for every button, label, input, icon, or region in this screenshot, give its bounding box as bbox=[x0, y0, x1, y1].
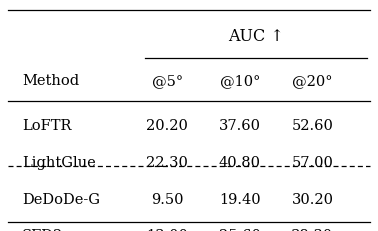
Text: 22.30: 22.30 bbox=[146, 155, 188, 169]
Text: 57.00: 57.00 bbox=[291, 155, 333, 169]
Text: 30.20: 30.20 bbox=[291, 192, 333, 206]
Text: 37.60: 37.60 bbox=[219, 119, 261, 132]
Text: SFD2: SFD2 bbox=[22, 228, 64, 231]
Text: @10°: @10° bbox=[220, 74, 260, 88]
Text: AUC ↑: AUC ↑ bbox=[228, 28, 284, 45]
Text: 38.30: 38.30 bbox=[291, 228, 333, 231]
Text: LightGlue: LightGlue bbox=[22, 155, 96, 169]
Text: 19.40: 19.40 bbox=[219, 192, 260, 206]
Text: 52.60: 52.60 bbox=[291, 119, 333, 132]
Text: 40.80: 40.80 bbox=[219, 155, 261, 169]
Text: @5°: @5° bbox=[152, 74, 183, 88]
Text: LoFTR: LoFTR bbox=[22, 119, 71, 132]
Text: 9.50: 9.50 bbox=[151, 192, 183, 206]
Text: DeDoDe-G: DeDoDe-G bbox=[22, 192, 100, 206]
Text: 25.60: 25.60 bbox=[219, 228, 261, 231]
Text: 13.00: 13.00 bbox=[146, 228, 188, 231]
Text: @20°: @20° bbox=[292, 74, 333, 88]
Text: Method: Method bbox=[22, 74, 79, 88]
Text: 20.20: 20.20 bbox=[146, 119, 188, 132]
